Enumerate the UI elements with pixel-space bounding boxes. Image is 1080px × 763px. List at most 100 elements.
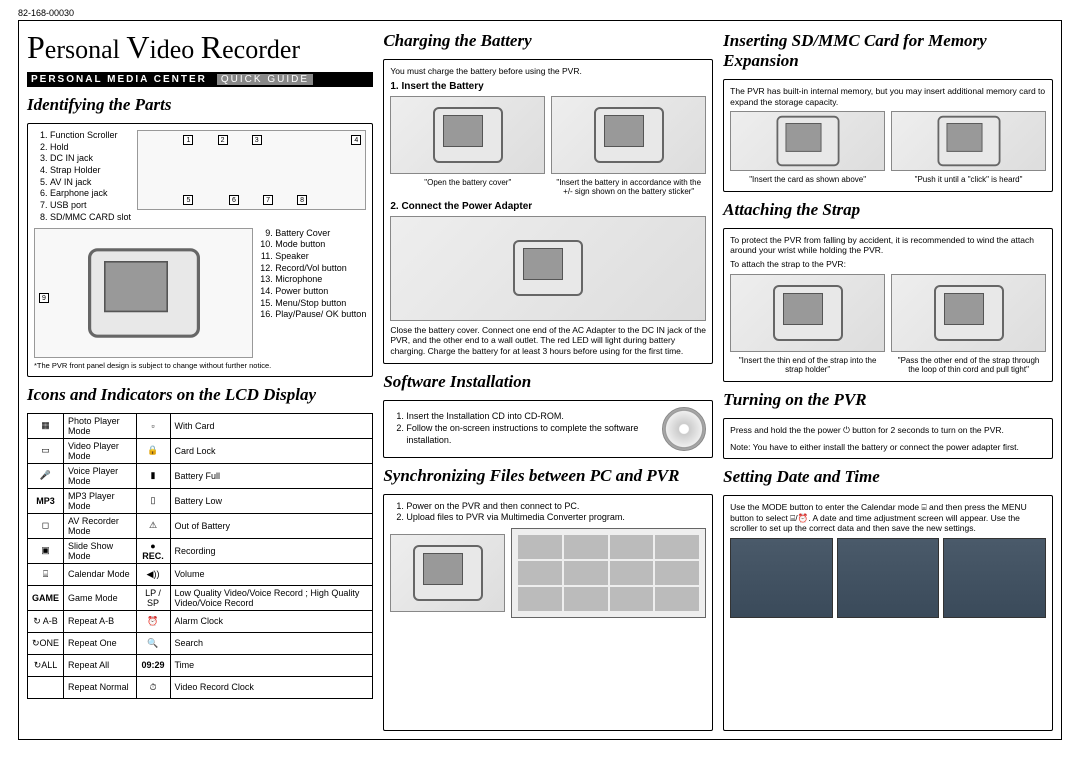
icon-label: Video Player Mode bbox=[64, 438, 136, 463]
caption-sd-insert: "Insert the card as shown above" bbox=[730, 175, 885, 185]
icon-symbol: MP3 bbox=[28, 488, 64, 513]
icons-table: ▦Photo Player Mode▫With Card▭Video Playe… bbox=[27, 413, 373, 699]
icon-symbol bbox=[28, 676, 64, 698]
illus-open-cover bbox=[390, 96, 545, 174]
icon-symbol: ⏰ bbox=[136, 610, 170, 632]
icon-symbol: ⏱ bbox=[136, 676, 170, 698]
screen-calendar bbox=[730, 538, 833, 618]
column-2: Charging the Battery You must charge the… bbox=[383, 29, 713, 731]
screen-date-set bbox=[837, 538, 940, 618]
illus-power-adapter bbox=[390, 216, 706, 321]
icon-label: Calendar Mode bbox=[64, 563, 136, 585]
icon-label: Search bbox=[170, 632, 373, 654]
parts-item: Record/Vol button bbox=[275, 263, 366, 275]
parts-item: Strap Holder bbox=[50, 165, 131, 177]
sd-box: The PVR has built-in internal memory, bu… bbox=[723, 79, 1053, 192]
date-box: Use the MODE button to enter the Calenda… bbox=[723, 495, 1053, 731]
main-title: Personal Video Recorder bbox=[27, 29, 373, 66]
caption-strap-b: "Pass the other end of the strap through… bbox=[891, 356, 1046, 375]
parts-item: USB port bbox=[50, 200, 131, 212]
software-steps: Insert the Installation CD into CD-ROM.F… bbox=[390, 411, 658, 446]
icon-label: Slide Show Mode bbox=[64, 538, 136, 563]
heading-connect-adapter: 2. Connect the Power Adapter bbox=[390, 201, 706, 212]
charging-box: You must charge the battery before using… bbox=[383, 59, 713, 364]
icon-label: Repeat One bbox=[64, 632, 136, 654]
subtitle-light: QUICK GUIDE bbox=[217, 74, 313, 85]
strap-box: To protect the PVR from falling by accid… bbox=[723, 228, 1053, 382]
heading-sync: Synchronizing Files between PC and PVR bbox=[383, 466, 713, 486]
icon-label: Repeat Normal bbox=[64, 676, 136, 698]
icon-symbol: GAME bbox=[28, 585, 64, 610]
parts-item: Speaker bbox=[275, 251, 366, 263]
icon-symbol: 09:29 bbox=[136, 654, 170, 676]
icon-symbol: ◻ bbox=[28, 513, 64, 538]
icon-symbol: LP / SP bbox=[136, 585, 170, 610]
illus-strap-a bbox=[730, 274, 885, 352]
illus-converter-window bbox=[511, 528, 706, 618]
icon-symbol: ▯ bbox=[136, 488, 170, 513]
icon-label: With Card bbox=[170, 413, 373, 438]
icon-label: Low Quality Video/Voice Record ; High Qu… bbox=[170, 585, 373, 610]
icon-label: Card Lock bbox=[170, 438, 373, 463]
icon-label: MP3 Player Mode bbox=[64, 488, 136, 513]
list-item: Follow the on-screen instructions to com… bbox=[406, 423, 658, 446]
software-box: Insert the Installation CD into CD-ROM.F… bbox=[383, 400, 713, 458]
icon-symbol: ● REC. bbox=[136, 538, 170, 563]
list-item: Upload files to PVR via Multimedia Conve… bbox=[406, 512, 706, 524]
icon-label: Video Record Clock bbox=[170, 676, 373, 698]
icon-symbol: ↻ONE bbox=[28, 632, 64, 654]
turnon-text: Press and hold the the power ⏻ button fo… bbox=[730, 425, 1046, 436]
icon-label: Voice Player Mode bbox=[64, 463, 136, 488]
heading-charging: Charging the Battery bbox=[383, 31, 713, 51]
sd-intro: The PVR has built-in internal memory, bu… bbox=[730, 86, 1046, 107]
heading-identify: Identifying the Parts bbox=[27, 95, 373, 115]
heading-sd: Inserting SD/MMC Card for Memory Expansi… bbox=[723, 31, 1053, 71]
identify-box: Function ScrollerHoldDC IN jackStrap Hol… bbox=[27, 123, 373, 377]
icon-symbol: ▮ bbox=[136, 463, 170, 488]
icon-label: Out of Battery bbox=[170, 513, 373, 538]
column-1: Personal Video Recorder PERSONAL MEDIA C… bbox=[27, 29, 373, 731]
diagram-top-view: 1 2 3 4 5 6 7 8 bbox=[137, 130, 366, 210]
icon-symbol: ▦ bbox=[28, 413, 64, 438]
heading-strap: Attaching the Strap bbox=[723, 200, 1053, 220]
sync-box: Power on the PVR and then connect to PC.… bbox=[383, 494, 713, 731]
caption-open-cover: "Open the battery cover" bbox=[390, 178, 545, 197]
icon-symbol: ↻ALL bbox=[28, 654, 64, 676]
icon-label: Repeat A-B bbox=[64, 610, 136, 632]
heading-date: Setting Date and Time bbox=[723, 467, 1053, 487]
parts-item: Mode button bbox=[275, 239, 366, 251]
icon-label: Photo Player Mode bbox=[64, 413, 136, 438]
strap-intro: To protect the PVR from falling by accid… bbox=[730, 235, 1046, 256]
heading-turnon: Turning on the PVR bbox=[723, 390, 1053, 410]
icon-symbol: ↻ A-B bbox=[28, 610, 64, 632]
icon-label: Battery Low bbox=[170, 488, 373, 513]
doc-number: 82-168-00030 bbox=[18, 8, 1062, 18]
icon-symbol: ⌸ bbox=[28, 563, 64, 585]
parts-item: Battery Cover bbox=[275, 228, 366, 240]
icon-symbol: 🔍 bbox=[136, 632, 170, 654]
icon-label: Battery Full bbox=[170, 463, 373, 488]
parts-item: Play/Pause/ OK button bbox=[275, 309, 366, 321]
sync-steps: Power on the PVR and then connect to PC.… bbox=[390, 501, 706, 524]
parts-item: Microphone bbox=[275, 274, 366, 286]
icon-symbol: 🎤 bbox=[28, 463, 64, 488]
cd-icon bbox=[662, 407, 706, 451]
illus-sd-insert bbox=[730, 111, 885, 171]
strap-sub: To attach the strap to the PVR: bbox=[730, 259, 1046, 270]
parts-item: Earphone jack bbox=[50, 188, 131, 200]
heading-icons: Icons and Indicators on the LCD Display bbox=[27, 385, 373, 405]
charging-intro: You must charge the battery before using… bbox=[390, 66, 706, 77]
heading-software: Software Installation bbox=[383, 372, 713, 392]
illus-sd-click bbox=[891, 111, 1046, 171]
icon-symbol: ⚠ bbox=[136, 513, 170, 538]
caption-strap-a: "Insert the thin end of the strap into t… bbox=[730, 356, 885, 375]
icon-symbol: ◀)) bbox=[136, 563, 170, 585]
illus-insert-battery bbox=[551, 96, 706, 174]
parts-item: Power button bbox=[275, 286, 366, 298]
parts-item: AV IN jack bbox=[50, 177, 131, 189]
caption-sd-click: "Push it until a "click" is heard" bbox=[891, 175, 1046, 185]
parts-list-9-16: Battery CoverMode buttonSpeakerRecord/Vo… bbox=[259, 228, 366, 358]
icon-label: Game Mode bbox=[64, 585, 136, 610]
screen-time-set bbox=[943, 538, 1046, 618]
page-frame: Personal Video Recorder PERSONAL MEDIA C… bbox=[18, 20, 1062, 740]
